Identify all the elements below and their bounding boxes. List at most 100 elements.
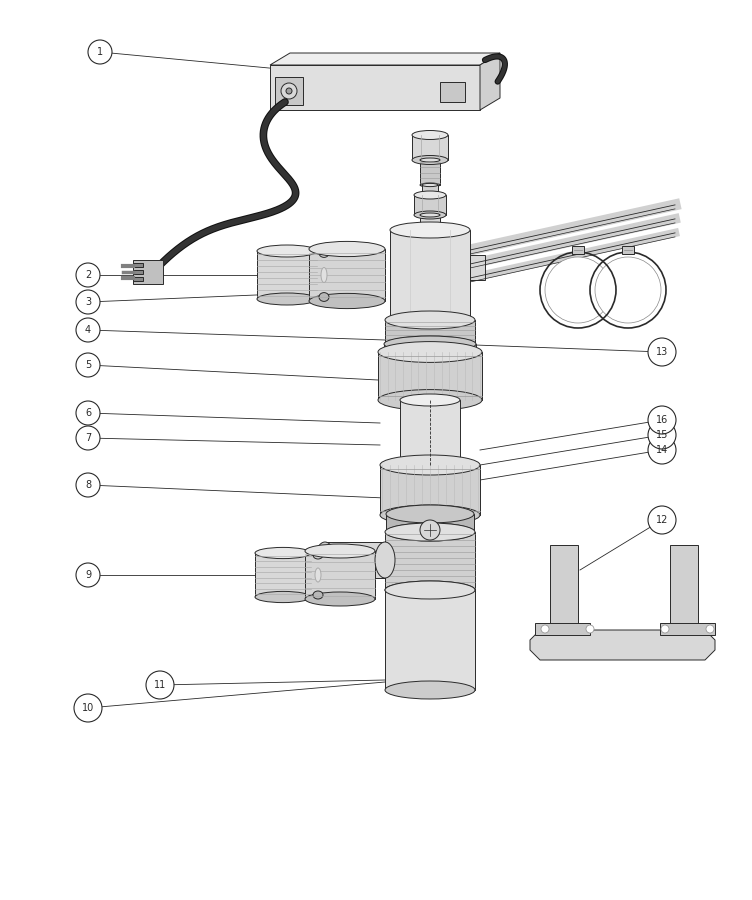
Bar bbox=[305, 551, 375, 599]
Polygon shape bbox=[530, 630, 715, 660]
Text: 1: 1 bbox=[97, 47, 103, 57]
Ellipse shape bbox=[309, 293, 385, 309]
Ellipse shape bbox=[385, 311, 475, 329]
Bar bbox=[420, 160, 440, 185]
Ellipse shape bbox=[400, 459, 460, 471]
Bar bbox=[133, 270, 143, 274]
Ellipse shape bbox=[257, 293, 317, 305]
Circle shape bbox=[76, 473, 100, 497]
Text: 2: 2 bbox=[85, 270, 91, 280]
Ellipse shape bbox=[420, 158, 440, 162]
Polygon shape bbox=[133, 260, 163, 284]
Text: 14: 14 bbox=[656, 445, 668, 455]
Bar bbox=[378, 352, 482, 400]
Circle shape bbox=[281, 83, 297, 99]
Bar bbox=[386, 514, 474, 532]
Bar bbox=[133, 263, 143, 267]
Circle shape bbox=[76, 426, 100, 450]
Bar bbox=[385, 590, 475, 690]
Bar bbox=[309, 249, 385, 301]
Text: 6: 6 bbox=[85, 408, 91, 418]
Ellipse shape bbox=[412, 130, 448, 140]
Circle shape bbox=[648, 506, 676, 534]
Ellipse shape bbox=[385, 581, 475, 599]
Circle shape bbox=[286, 88, 292, 94]
Ellipse shape bbox=[319, 248, 329, 257]
Text: 16: 16 bbox=[656, 415, 668, 425]
Polygon shape bbox=[270, 65, 480, 110]
Circle shape bbox=[648, 421, 676, 449]
Ellipse shape bbox=[385, 336, 475, 354]
Ellipse shape bbox=[385, 681, 475, 699]
Circle shape bbox=[146, 671, 174, 699]
Bar bbox=[390, 230, 470, 320]
Text: 13: 13 bbox=[656, 347, 668, 357]
Text: 3: 3 bbox=[85, 297, 91, 307]
Circle shape bbox=[420, 520, 440, 540]
Bar bbox=[319, 253, 329, 297]
Bar bbox=[325, 542, 385, 578]
Circle shape bbox=[545, 257, 611, 323]
Text: 9: 9 bbox=[85, 570, 91, 580]
Ellipse shape bbox=[390, 312, 470, 328]
Circle shape bbox=[74, 694, 102, 722]
Ellipse shape bbox=[315, 542, 335, 578]
Bar bbox=[384, 344, 476, 352]
Bar bbox=[422, 185, 438, 200]
Ellipse shape bbox=[255, 591, 311, 603]
Ellipse shape bbox=[309, 241, 385, 256]
Ellipse shape bbox=[305, 544, 375, 558]
Circle shape bbox=[595, 257, 661, 323]
Ellipse shape bbox=[422, 198, 438, 202]
Ellipse shape bbox=[422, 184, 438, 186]
Text: 5: 5 bbox=[85, 360, 91, 370]
Text: 11: 11 bbox=[154, 680, 166, 690]
Ellipse shape bbox=[420, 213, 440, 217]
Ellipse shape bbox=[255, 547, 311, 559]
Bar bbox=[550, 545, 578, 630]
Bar bbox=[622, 246, 634, 254]
Ellipse shape bbox=[400, 394, 460, 406]
Ellipse shape bbox=[380, 505, 480, 525]
Ellipse shape bbox=[315, 568, 321, 582]
Bar bbox=[275, 77, 303, 105]
Bar bbox=[385, 532, 475, 590]
Ellipse shape bbox=[321, 267, 327, 283]
Ellipse shape bbox=[414, 191, 446, 199]
Polygon shape bbox=[412, 135, 448, 160]
Bar bbox=[572, 246, 584, 254]
Circle shape bbox=[76, 353, 100, 377]
Ellipse shape bbox=[385, 581, 475, 599]
Ellipse shape bbox=[386, 505, 474, 523]
Ellipse shape bbox=[319, 292, 329, 302]
Ellipse shape bbox=[380, 455, 480, 475]
Ellipse shape bbox=[420, 183, 440, 187]
Ellipse shape bbox=[386, 523, 474, 541]
Bar bbox=[380, 465, 480, 515]
Circle shape bbox=[76, 290, 100, 314]
Bar bbox=[255, 552, 311, 597]
Bar bbox=[440, 82, 465, 102]
Ellipse shape bbox=[257, 245, 317, 257]
Ellipse shape bbox=[390, 222, 470, 238]
Ellipse shape bbox=[384, 344, 476, 360]
Circle shape bbox=[648, 436, 676, 464]
Ellipse shape bbox=[305, 592, 375, 606]
Bar bbox=[257, 251, 317, 299]
Ellipse shape bbox=[375, 542, 395, 578]
Bar bbox=[535, 623, 590, 635]
Ellipse shape bbox=[385, 523, 475, 541]
Ellipse shape bbox=[414, 211, 446, 219]
Text: 10: 10 bbox=[82, 703, 94, 713]
Ellipse shape bbox=[378, 342, 482, 363]
Bar bbox=[133, 277, 143, 281]
Bar bbox=[385, 320, 475, 345]
Bar bbox=[400, 400, 460, 465]
Circle shape bbox=[586, 625, 594, 633]
Bar bbox=[670, 545, 698, 630]
Ellipse shape bbox=[378, 390, 482, 410]
Bar bbox=[420, 215, 440, 230]
Text: 12: 12 bbox=[656, 515, 669, 525]
Text: 4: 4 bbox=[85, 325, 91, 335]
Polygon shape bbox=[414, 195, 446, 215]
